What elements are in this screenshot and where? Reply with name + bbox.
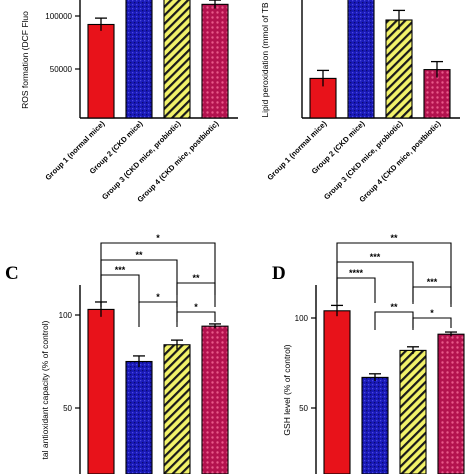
bar-4 <box>437 333 465 474</box>
bar-4 <box>423 69 451 119</box>
significance-bracket <box>374 311 414 330</box>
bar-1 <box>323 310 351 474</box>
y-tick-label: 100000 <box>45 12 72 21</box>
bar-1 <box>309 77 337 119</box>
significance-label: * <box>156 233 160 243</box>
bar-3 <box>163 0 191 119</box>
y-axis-label: ROS formation (DCF Fluo <box>20 11 30 109</box>
bar-2 <box>125 0 153 119</box>
significance-label: ** <box>135 250 143 260</box>
significance-label: *** <box>370 252 381 262</box>
y-tick-label: 100 <box>59 311 73 320</box>
significance-bracket <box>176 282 216 295</box>
category-label: Group 4 (CKD mice, postbiotic) <box>135 119 220 204</box>
bar-1 <box>87 23 115 119</box>
significance-bracket <box>100 274 140 303</box>
y-tick-label: 50 <box>299 404 308 413</box>
significance-label: ** <box>390 233 398 243</box>
significance-label: ** <box>192 273 200 283</box>
significance-label: ** <box>390 302 398 312</box>
chart-panel-3: 50 100 tal antioxidant capacity (% of cont… <box>5 233 229 474</box>
y-axis-label: GSH level (% of control) <box>282 344 292 435</box>
bar-4 <box>201 3 229 119</box>
bar-3 <box>399 349 427 474</box>
y-tick-label: 100 <box>295 314 309 323</box>
significance-bracket <box>412 286 452 304</box>
significance-label: * <box>194 302 198 312</box>
y-tick-label: 50 <box>63 404 72 413</box>
bar-1 <box>87 308 115 474</box>
significance-label: *** <box>115 265 126 275</box>
bar-3 <box>163 344 191 474</box>
significance-label: **** <box>349 268 364 278</box>
y-axis-label: tal antioxidant capacity (% of control) <box>40 320 50 459</box>
significance-bracket <box>412 317 452 328</box>
bar-2 <box>347 0 375 119</box>
chart-panel-1: 50000 100000 ROS formation (DCF Fluo Group … <box>20 0 238 204</box>
bar-4 <box>201 325 229 474</box>
bar-3 <box>385 19 413 119</box>
significance-bracket <box>138 301 178 327</box>
bar-2 <box>125 360 153 474</box>
y-axis-label: Lipid peroxidation (mmol of TB <box>260 2 270 117</box>
significance-label: *** <box>427 277 438 287</box>
category-label: Group 3 (CKD mice, probiotic) <box>100 119 183 202</box>
significance-bracket <box>176 311 216 322</box>
category-label: Group 3 (CKD mice, probiotic) <box>322 119 405 202</box>
category-label: Group 4 (CKD mice, postbiotic) <box>357 119 442 204</box>
panel-letter: D <box>272 263 286 284</box>
y-tick-label: 50000 <box>50 65 73 74</box>
bar-2 <box>361 376 389 474</box>
panel-letter: C <box>5 263 19 284</box>
significance-bracket <box>336 277 376 303</box>
significance-label: * <box>430 308 434 318</box>
significance-label: * <box>156 292 160 302</box>
